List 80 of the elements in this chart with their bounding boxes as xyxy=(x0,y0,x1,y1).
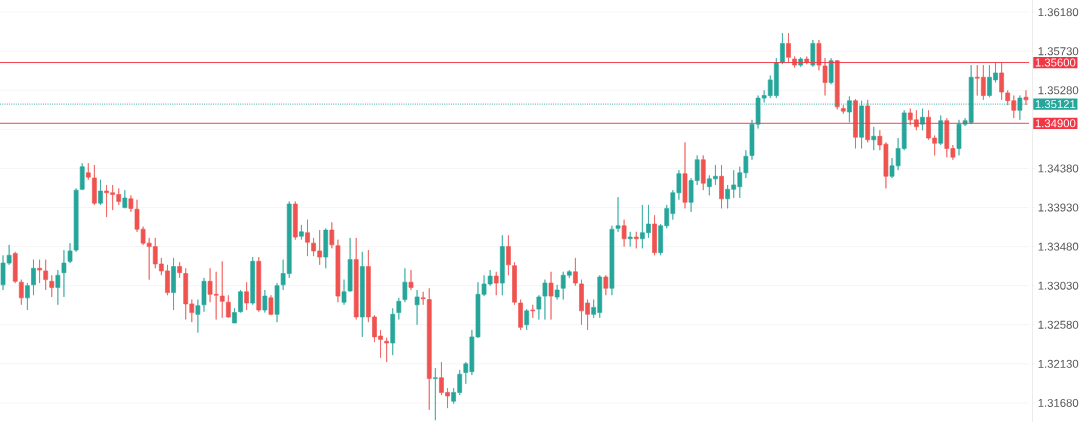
candlestick xyxy=(627,231,633,247)
candlestick xyxy=(79,162,85,191)
candlestick xyxy=(621,219,627,247)
candlestick xyxy=(871,126,877,151)
candlestick xyxy=(384,337,389,363)
candlestick xyxy=(55,269,61,306)
ref-line-label: 1.35121 xyxy=(1035,100,1076,109)
y-tick-label: 1.33030 xyxy=(1038,281,1079,290)
candlestick xyxy=(274,282,280,323)
candlestick xyxy=(633,231,639,249)
candlestick xyxy=(177,261,182,279)
candlestick xyxy=(128,195,134,213)
candlestick xyxy=(122,189,128,209)
y-tick-label: 1.36180 xyxy=(1038,8,1079,17)
y-tick-label: 1.35280 xyxy=(1038,86,1079,95)
candlestick xyxy=(834,59,840,110)
candlestick xyxy=(548,271,554,320)
candlestick xyxy=(938,115,944,146)
ref-line-label: 1.34900 xyxy=(1035,119,1076,128)
candlestick xyxy=(201,277,207,313)
candlestick xyxy=(433,367,438,421)
candlestick xyxy=(244,281,249,311)
candlestick xyxy=(609,225,615,296)
candlestick xyxy=(828,57,834,85)
candlestick xyxy=(530,304,536,319)
candlestick xyxy=(359,251,365,338)
y-tick-label: 1.33930 xyxy=(1038,203,1079,212)
candlestick xyxy=(98,179,103,206)
y-tick-label: 1.32130 xyxy=(1038,359,1079,368)
candlestick xyxy=(250,256,256,306)
candlestick xyxy=(323,228,329,269)
candlestick xyxy=(238,289,243,313)
candlestick xyxy=(652,215,657,256)
y-tick-label: 1.33480 xyxy=(1038,242,1079,251)
candlestick xyxy=(524,308,530,331)
candlestick xyxy=(506,234,511,276)
ref-line-label: 1.35600 xyxy=(1035,58,1076,67)
candlestick xyxy=(682,142,688,209)
candlestick xyxy=(402,267,408,303)
candlestick xyxy=(12,251,18,284)
y-tick-label: 1.32580 xyxy=(1038,320,1079,329)
candlestick xyxy=(426,287,432,411)
candlestick xyxy=(49,274,55,298)
candlestick xyxy=(615,196,621,233)
candlestick xyxy=(353,237,359,320)
candlestick xyxy=(225,294,231,319)
candlestick xyxy=(700,155,706,191)
candlestick xyxy=(554,284,560,300)
candlestick xyxy=(195,299,201,333)
candlestick xyxy=(786,32,791,63)
candlestick xyxy=(804,56,810,65)
candlestick xyxy=(396,297,402,320)
candlestick xyxy=(390,307,396,356)
candlestick xyxy=(1023,89,1029,106)
candlestick xyxy=(18,279,24,306)
candlestick xyxy=(420,291,426,306)
candlestick xyxy=(493,271,499,296)
candlestick xyxy=(499,234,505,296)
candlestick xyxy=(268,294,274,316)
candlestick xyxy=(865,99,871,143)
candlestick xyxy=(603,274,609,296)
candlestick xyxy=(61,249,67,298)
candlestick xyxy=(840,104,846,115)
candlestick xyxy=(414,289,420,326)
candlestick xyxy=(31,259,36,296)
candlestick xyxy=(171,257,176,311)
y-tick-label: 1.34380 xyxy=(1038,164,1079,173)
candlestick xyxy=(780,32,785,65)
candlestick xyxy=(853,98,858,149)
candlestick xyxy=(408,269,414,291)
candlestick xyxy=(810,39,816,68)
candlestick xyxy=(719,164,724,209)
candlestick xyxy=(25,282,30,311)
candlestick xyxy=(256,256,262,313)
y-tick-label: 1.35730 xyxy=(1038,47,1079,56)
candlestick xyxy=(292,201,298,240)
candlestick xyxy=(299,224,304,240)
y-tick-label: 1.31680 xyxy=(1038,398,1079,407)
candlestick xyxy=(232,307,237,324)
candlestick xyxy=(262,289,268,313)
